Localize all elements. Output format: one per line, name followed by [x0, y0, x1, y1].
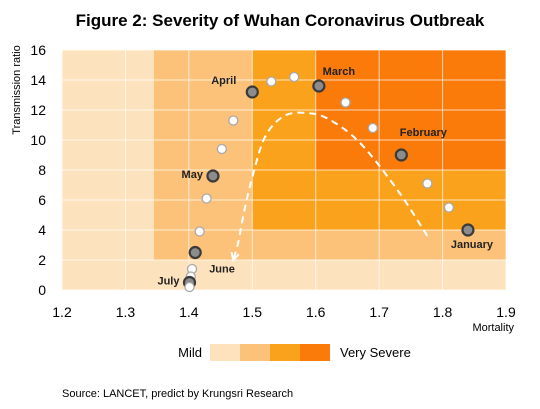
source-note: Source: LANCET, predict by Krungsri Rese… [62, 388, 293, 400]
x-tick-label: 1.3 [116, 304, 136, 320]
data-point-march [312, 79, 326, 93]
y-tick-label: 14 [30, 72, 46, 88]
x-tick-label: 1.7 [369, 304, 389, 320]
grid-lines [61, 49, 507, 291]
data-point [184, 281, 195, 293]
x-axis-ticks: 1.2 1.3 1.4 1.5 1.6 1.7 1.8 1.9 [52, 304, 516, 320]
legend-mild-label: Mild [178, 345, 202, 360]
data-point [340, 97, 351, 108]
data-points [182, 71, 475, 293]
x-tick-label: 1.9 [496, 304, 516, 320]
data-point [443, 202, 455, 213]
x-tick-label: 1.6 [306, 304, 326, 320]
y-tick-label: 16 [30, 42, 46, 58]
legend-very-severe-label: Very Severe [340, 345, 411, 360]
data-point [228, 115, 239, 126]
data-point [201, 193, 212, 204]
x-tick-label: 1.2 [52, 304, 72, 320]
x-tick-label: 1.8 [433, 304, 453, 320]
point-label-february: February [400, 127, 448, 139]
chart-title: Figure 2: Severity of Wuhan Coronavirus … [76, 11, 485, 30]
data-point [288, 71, 300, 83]
data-point-may [206, 169, 220, 183]
point-label-april: April [211, 75, 236, 87]
point-label-january: January [451, 239, 494, 251]
data-point [216, 143, 227, 155]
point-labels: January February March April May June July [157, 66, 493, 288]
legend-swatch-3 [270, 344, 300, 361]
point-label-july: July [157, 276, 180, 288]
x-tick-label: 1.5 [243, 304, 263, 320]
point-label-march: March [323, 66, 356, 78]
data-point [266, 76, 277, 87]
y-axis-ticks: 0 2 4 6 8 10 12 14 16 [30, 42, 46, 298]
data-point [422, 178, 433, 189]
data-point-june [188, 245, 202, 260]
y-tick-label: 2 [38, 252, 46, 268]
data-point-april [245, 85, 259, 99]
trend-arrow [230, 111, 429, 263]
y-axis-label: Transmission ratio [11, 45, 23, 134]
point-label-may: May [182, 169, 204, 181]
severity-legend: Mild Very Severe [178, 344, 411, 361]
x-tick-label: 1.4 [179, 304, 199, 320]
y-tick-label: 4 [38, 222, 46, 238]
y-tick-label: 12 [30, 102, 46, 118]
x-axis-label: Mortality [472, 322, 514, 334]
data-point [194, 226, 205, 237]
trend-arrowhead [230, 251, 240, 263]
point-label-june: June [209, 264, 235, 276]
y-tick-label: 10 [30, 132, 46, 148]
y-tick-label: 0 [38, 282, 46, 298]
y-tick-label: 6 [38, 192, 46, 208]
legend-swatch-4 [300, 344, 330, 361]
data-point-february [394, 148, 408, 162]
data-point [367, 122, 378, 134]
trend-curve [232, 111, 429, 261]
y-tick-label: 8 [38, 162, 46, 178]
legend-swatch-1 [210, 344, 240, 361]
legend-swatches [210, 344, 330, 361]
legend-swatch-2 [240, 344, 270, 361]
data-point-january [461, 223, 475, 237]
